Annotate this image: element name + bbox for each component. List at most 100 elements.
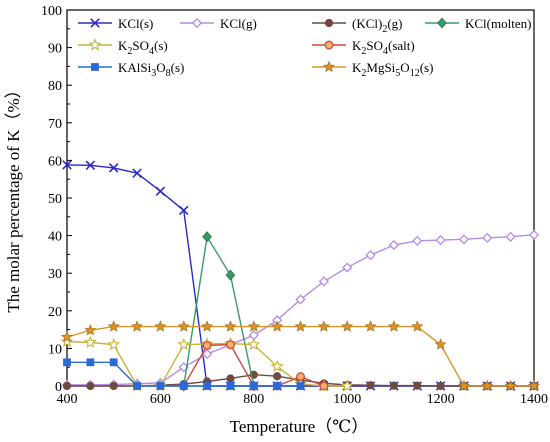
data-point xyxy=(86,381,95,391)
data-point xyxy=(412,235,423,246)
data-point xyxy=(83,335,97,348)
data-point xyxy=(224,320,237,332)
x-tick-label: 800 xyxy=(243,392,264,407)
data-point xyxy=(177,337,191,351)
data-point xyxy=(318,276,329,287)
legend-item-4: K2SO4(s) xyxy=(78,38,168,57)
series-0 xyxy=(62,160,539,391)
data-point xyxy=(342,262,353,273)
series-layer xyxy=(60,160,541,392)
data-point xyxy=(273,382,282,390)
y-tick-label: 70 xyxy=(48,117,62,132)
legend-item-2: (KCl)2(g) xyxy=(312,16,403,35)
legend-label: KCl(molten) xyxy=(465,16,531,31)
x-tick-label: 1200 xyxy=(427,392,455,407)
data-point xyxy=(364,320,377,332)
data-point xyxy=(504,379,517,392)
y-tick-label: 100 xyxy=(41,4,62,19)
data-point xyxy=(109,381,118,391)
x-tick-label: 1400 xyxy=(520,392,548,407)
data-point xyxy=(482,232,493,243)
legend-item-3: KCl(molten) xyxy=(425,16,531,31)
y-tick-label: 60 xyxy=(48,154,62,169)
legend-label: K2SO4(salt) xyxy=(352,38,415,57)
data-point xyxy=(203,382,211,390)
legend-marker xyxy=(90,18,100,28)
y-tick-label: 90 xyxy=(48,42,62,57)
data-point xyxy=(178,205,189,216)
legend-item-7: K2MgSi5O12(s) xyxy=(312,60,433,79)
data-point xyxy=(413,381,422,390)
data-point xyxy=(132,168,142,178)
y-tick-label: 80 xyxy=(48,79,62,94)
data-point xyxy=(294,320,307,332)
data-point xyxy=(273,372,282,381)
data-point xyxy=(296,382,305,390)
data-point xyxy=(271,320,284,332)
data-point xyxy=(107,337,121,351)
data-point xyxy=(226,382,235,390)
data-point xyxy=(249,382,258,390)
legend-marker xyxy=(191,17,203,29)
y-tick-label: 20 xyxy=(48,305,62,320)
data-point xyxy=(62,160,72,170)
series-3 xyxy=(178,231,259,392)
data-point xyxy=(225,269,236,281)
data-point xyxy=(296,372,305,382)
data-point xyxy=(366,381,375,390)
data-point xyxy=(154,320,167,332)
legend-label: KCl(g) xyxy=(220,16,257,31)
y-tick-label: 0 xyxy=(55,380,62,395)
legend-label: KAlSi3O8(s) xyxy=(118,60,184,79)
legend-marker xyxy=(437,17,447,29)
data-point xyxy=(201,348,213,360)
data-point xyxy=(434,338,447,350)
data-point xyxy=(63,358,71,367)
data-point xyxy=(225,340,235,350)
data-point xyxy=(247,320,260,332)
data-point xyxy=(247,337,261,351)
data-point xyxy=(156,382,165,390)
x-axis-title: Temperature（℃） xyxy=(230,417,369,436)
data-point xyxy=(133,382,141,390)
data-point xyxy=(131,320,144,332)
data-point xyxy=(389,381,398,390)
legend-item-5: K2SO4(salt) xyxy=(312,38,415,57)
legend-marker xyxy=(324,40,334,50)
legend-marker xyxy=(322,60,336,73)
data-point xyxy=(458,234,470,245)
series-line xyxy=(66,164,534,387)
data-point xyxy=(62,381,72,391)
legend-item-0: KCl(s) xyxy=(78,16,153,31)
y-tick-label: 10 xyxy=(48,342,62,357)
data-point xyxy=(177,320,190,332)
legend-marker xyxy=(324,18,334,28)
data-point xyxy=(317,320,330,332)
x-tick-label: 400 xyxy=(57,392,78,407)
x-tick-label: 1000 xyxy=(333,392,361,407)
data-point xyxy=(60,334,74,348)
data-point xyxy=(340,379,354,392)
y-tick-label: 30 xyxy=(48,267,62,282)
legend-item-1: KCl(g) xyxy=(180,16,257,31)
legend-item-6: KAlSi3O8(s) xyxy=(78,60,184,79)
data-point xyxy=(457,379,470,392)
data-point xyxy=(270,359,284,372)
data-point xyxy=(505,231,516,242)
data-point xyxy=(155,186,166,196)
legend-label: K2SO4(s) xyxy=(118,38,168,57)
data-point xyxy=(481,379,494,392)
data-point xyxy=(527,379,541,392)
legend: KCl(s) KCl(g) (KCl)2(g) KCl(molten) K2SO4(s)… xyxy=(78,16,531,79)
data-point xyxy=(86,358,95,367)
legend-marker xyxy=(88,38,102,51)
data-point xyxy=(341,320,354,332)
data-point xyxy=(528,229,540,240)
data-point xyxy=(201,320,214,332)
data-point xyxy=(85,160,96,171)
data-point xyxy=(60,330,74,343)
legend-label: K2MgSi5O12(s) xyxy=(352,60,433,79)
data-point xyxy=(388,239,400,251)
legend-label: (KCl)2(g) xyxy=(352,16,403,35)
